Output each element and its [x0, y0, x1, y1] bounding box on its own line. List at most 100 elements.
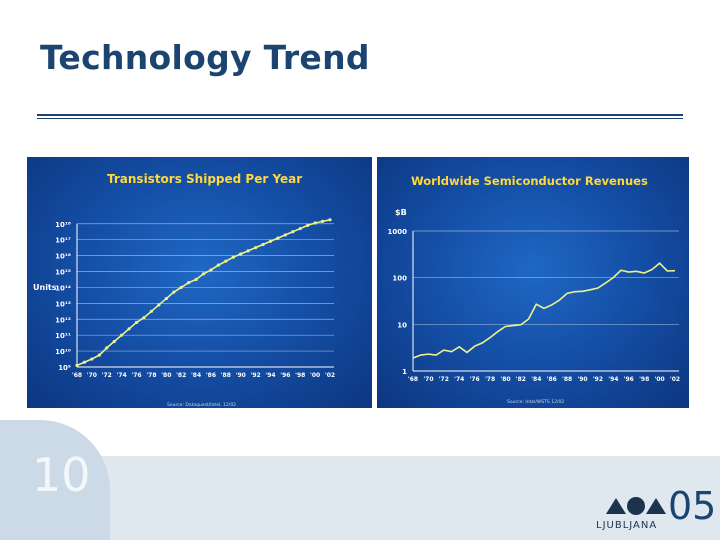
data-point — [97, 353, 101, 357]
source-note: Source: Intel/WSTS 12/02 — [507, 399, 564, 405]
series-line — [76, 219, 331, 367]
x-tick-label: '76 — [131, 372, 141, 379]
data-point — [179, 285, 183, 290]
y-tick-label: 1 — [402, 368, 407, 376]
logo-city: LJUBLJANA — [596, 520, 658, 531]
x-tick-label: '82 — [516, 376, 526, 383]
x-tick-label: '74 — [117, 372, 127, 379]
data-point — [239, 252, 243, 256]
x-tick-label: '02 — [670, 376, 680, 383]
y-tick-label: 10¹² — [55, 316, 71, 324]
data-point — [246, 249, 250, 253]
data-point — [187, 281, 191, 285]
data-point — [82, 360, 87, 364]
data-point — [172, 290, 176, 294]
page-number: 10 — [32, 448, 91, 502]
data-point — [298, 226, 302, 231]
x-tick-label: '80 — [500, 376, 510, 383]
data-point — [253, 246, 258, 250]
y-tick-label: 10⁹ — [58, 364, 71, 372]
revenues-chart-panel: Worldwide Semiconductor Revenues 1 10 100 10… — [377, 157, 689, 408]
y-axis-label: Units — [33, 283, 57, 292]
y-tick-label: 1000 — [388, 228, 408, 236]
slide-title: Technology Trend — [40, 38, 370, 77]
data-point — [164, 296, 168, 301]
x-tick-label: '72 — [102, 372, 112, 379]
x-tick-label: '94 — [608, 376, 618, 383]
data-point — [268, 239, 273, 243]
y-tick-label: 10¹⁶ — [55, 253, 71, 261]
x-tick-label: '92 — [593, 376, 603, 383]
data-point — [201, 272, 206, 276]
x-tick-label: '68 — [72, 372, 82, 379]
x-tick-label: '82 — [176, 372, 186, 379]
transistors-chart: Transistors Shipped Per Year 10⁹ 10¹⁰ 10¹¹ 1… — [33, 172, 335, 408]
x-tick-label: '70 — [87, 372, 97, 379]
data-point — [142, 316, 146, 320]
data-point — [216, 263, 220, 267]
x-tick-label: '98 — [639, 376, 649, 383]
y-tick-label: 100 — [392, 275, 407, 283]
x-tick-label: '84 — [531, 376, 541, 383]
x-tick-label: '98 — [295, 372, 305, 379]
x-tick-label: '96 — [624, 376, 634, 383]
data-point — [120, 333, 124, 337]
y-tick-label: 10¹⁰ — [55, 348, 71, 356]
data-point — [328, 218, 332, 222]
y-tick-label: 10 — [397, 321, 407, 329]
x-tick-label: '72 — [439, 376, 449, 383]
data-point — [127, 327, 131, 331]
data-point — [134, 320, 139, 325]
data-point — [149, 309, 154, 313]
chart-title: Transistors Shipped Per Year — [107, 172, 302, 186]
y-tick-label: 10¹⁸ — [55, 221, 71, 229]
logo-shapes-icon — [606, 497, 666, 515]
y-tick-label: 10¹⁷ — [55, 237, 71, 245]
source-note: Source: Dataquest/Intel, 12/02 — [167, 402, 236, 408]
x-tick-label: '96 — [280, 372, 290, 379]
data-point — [306, 223, 310, 227]
data-point — [224, 259, 228, 263]
x-tick-label: '84 — [191, 372, 201, 379]
x-tick-label: '74 — [454, 376, 464, 383]
transistors-chart-panel: Transistors Shipped Per Year 10⁹ 10¹⁰ 10¹¹ 1… — [27, 157, 372, 408]
data-point — [291, 230, 295, 234]
footer-band — [0, 456, 720, 540]
series-line — [412, 262, 676, 359]
x-tick-label: '78 — [485, 376, 495, 383]
x-tick-label: '90 — [236, 372, 246, 379]
data-point — [209, 268, 213, 272]
data-point — [194, 277, 198, 282]
y-tick-label: 10¹⁵ — [55, 269, 71, 277]
data-point — [231, 255, 235, 259]
data-point — [276, 236, 280, 240]
x-tick-label: '68 — [408, 376, 418, 383]
data-point — [283, 233, 287, 237]
data-point — [320, 219, 325, 223]
x-tick-label: '94 — [265, 372, 275, 379]
y-tick-label: 10¹⁴ — [55, 284, 71, 292]
conference-logo: LJUBLJANA 05 — [594, 484, 716, 534]
x-tick-label: '00 — [310, 372, 320, 379]
data-point — [261, 242, 265, 247]
x-tick-label: '78 — [146, 372, 156, 379]
x-tick-label: '70 — [423, 376, 433, 383]
x-tick-label: '86 — [547, 376, 557, 383]
x-tick-label: '80 — [161, 372, 171, 379]
y-tick-label: 10¹¹ — [55, 332, 71, 340]
x-tick-label: '88 — [562, 376, 572, 383]
y-tick-label: 10¹³ — [55, 300, 71, 308]
x-tick-label: '88 — [221, 372, 231, 379]
x-tick-label: '86 — [206, 372, 216, 379]
data-point — [313, 221, 317, 225]
x-tick-label: '76 — [470, 376, 480, 383]
chart-title: Worldwide Semiconductor Revenues — [411, 174, 648, 188]
logo-year: 05 — [668, 484, 717, 528]
x-tick-label: '92 — [250, 372, 260, 379]
x-tick-label: '00 — [654, 376, 664, 383]
revenues-chart: Worldwide Semiconductor Revenues 1 10 100 10… — [388, 174, 681, 405]
x-tick-label: '02 — [325, 372, 335, 379]
data-point — [75, 363, 79, 368]
title-divider-thin — [37, 118, 683, 119]
y-axis-label: $B — [395, 208, 407, 217]
